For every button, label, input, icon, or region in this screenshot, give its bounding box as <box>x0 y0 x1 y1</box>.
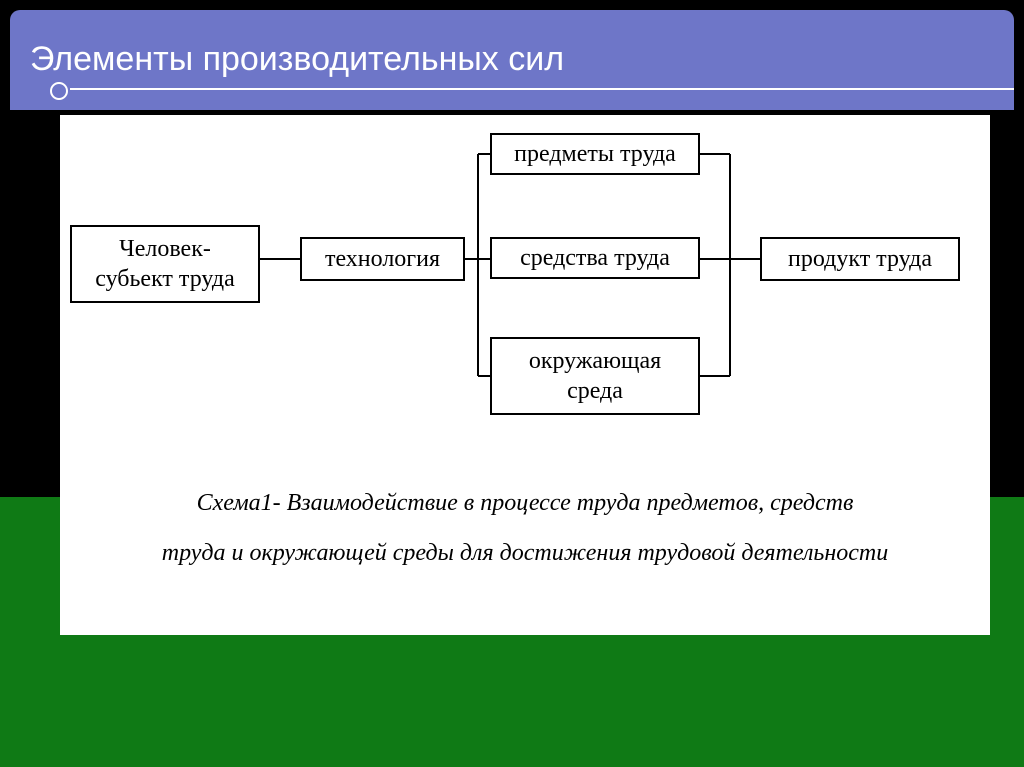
node-environment: окружающаясреда <box>490 337 700 415</box>
node-label: средства труда <box>520 243 670 273</box>
node-label: предметы труда <box>514 139 676 169</box>
node-label: технология <box>325 244 440 274</box>
header-bullet-icon <box>50 82 68 100</box>
node-technology: технология <box>300 237 465 281</box>
diagram-canvas: Человек-субьект труда технология предмет… <box>60 115 990 635</box>
node-label: продукт труда <box>788 244 932 274</box>
header-underline <box>70 88 1014 90</box>
diagram-caption-line2: труда и окружающей среды для достижения … <box>60 535 990 571</box>
node-label: окружающаясреда <box>529 346 661 406</box>
node-person-subject: Человек-субьект труда <box>70 225 260 303</box>
node-product-of-labor: продукт труда <box>760 237 960 281</box>
node-means-of-labor: средства труда <box>490 237 700 279</box>
node-objects-of-labor: предметы труда <box>490 133 700 175</box>
diagram-caption-line1: Схема1- Взаимодействие в процессе труда … <box>60 485 990 521</box>
slide-header: Элементы производительных сил <box>10 10 1014 110</box>
node-label: Человек-субьект труда <box>95 234 234 294</box>
slide-title: Элементы производительных сил <box>30 40 564 79</box>
slide: Элементы производительных сил Человек-су… <box>0 0 1024 767</box>
